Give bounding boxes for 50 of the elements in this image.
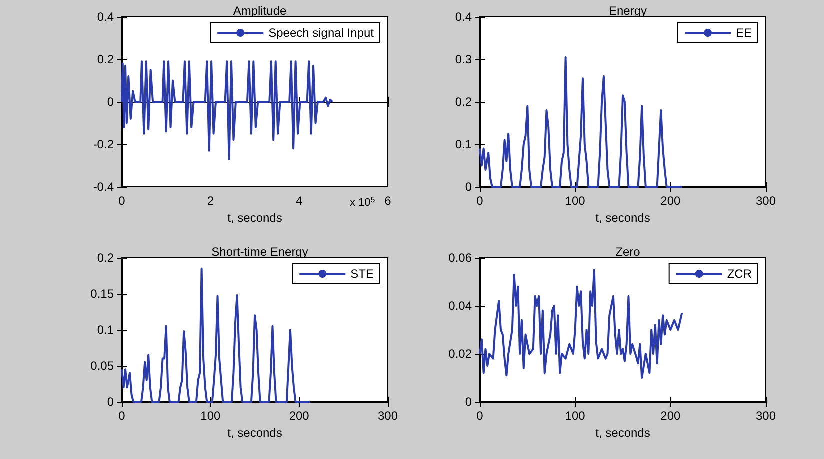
x-tick-label: 6	[384, 194, 392, 208]
x-axis-title: t, seconds	[596, 426, 650, 440]
x-tick-label: 100	[200, 409, 221, 423]
y-tick-label: 0	[465, 180, 472, 194]
legend-label: STE	[350, 267, 374, 281]
y-tick-label: 0	[107, 95, 114, 109]
y-tick-label: 0.3	[455, 52, 472, 66]
y-tick-label: 0.2	[455, 95, 472, 109]
x-tick-label: 300	[756, 409, 776, 423]
y-tick-label: 0.2	[97, 52, 114, 66]
y-tick-label: 0	[107, 395, 114, 409]
x-tick-label: 0	[118, 194, 126, 208]
legend-label: EE	[736, 26, 752, 40]
chart-title: Amplitude	[233, 4, 287, 18]
x-tick-label: 300	[378, 409, 398, 423]
y-tick-label: 0.2	[97, 251, 114, 265]
x-tick-label: 0	[118, 409, 126, 423]
y-tick-label: -0.2	[93, 138, 114, 152]
x-tick-label: 100	[565, 409, 586, 423]
x-tick-label: 4	[296, 194, 303, 208]
x-tick-label: 0	[476, 194, 484, 208]
line-series	[121, 60, 334, 160]
y-tick-label: 0.1	[455, 138, 472, 152]
chart-title: Short-time Energy	[212, 245, 308, 259]
x-tick-label: 100	[565, 194, 586, 208]
x-tick-label: 0	[476, 409, 484, 423]
y-tick-label: -0.4	[93, 180, 114, 194]
x-tick-label: 2	[207, 194, 214, 208]
y-tick-label: 0.4	[455, 10, 472, 24]
line-series	[121, 268, 311, 403]
y-tick-label: 0.04	[448, 299, 472, 313]
legend-label: ZCR	[727, 267, 752, 281]
legend-label: Speech signal Input	[268, 26, 375, 40]
x-axis-title: t, seconds	[228, 426, 282, 440]
x-axis-title: t, seconds	[228, 210, 282, 225]
x-tick-label: 200	[289, 409, 310, 423]
y-tick-label: 0.06	[448, 251, 472, 265]
y-tick-label: 0.05	[90, 359, 114, 373]
y-tick-label: 0	[465, 395, 472, 409]
x-tick-label: 200	[660, 194, 681, 208]
line-series	[479, 269, 684, 379]
line-series	[479, 56, 684, 188]
x-axis-title: t, seconds	[596, 210, 650, 225]
chart-title: Zero	[616, 245, 641, 259]
x-tick-label: 200	[660, 409, 681, 423]
y-tick-label: 0.4	[97, 10, 114, 24]
y-tick-label: 0.15	[90, 287, 114, 301]
y-tick-label: 0.1	[97, 323, 114, 337]
y-tick-label: 0.02	[448, 347, 472, 361]
x-tick-label: 300	[756, 194, 776, 208]
